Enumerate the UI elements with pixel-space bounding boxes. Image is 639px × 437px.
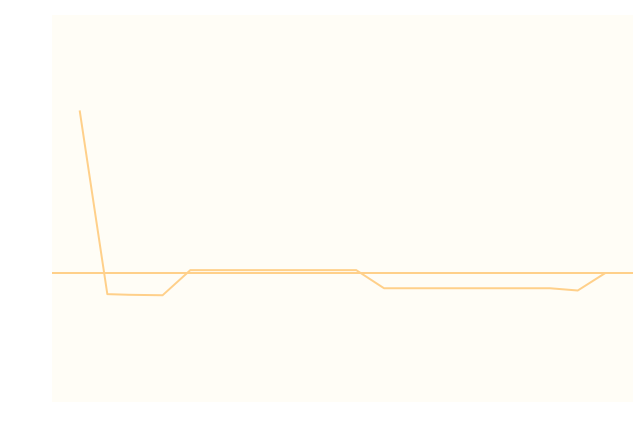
plot-area xyxy=(52,15,633,402)
series-layer xyxy=(78,110,634,297)
